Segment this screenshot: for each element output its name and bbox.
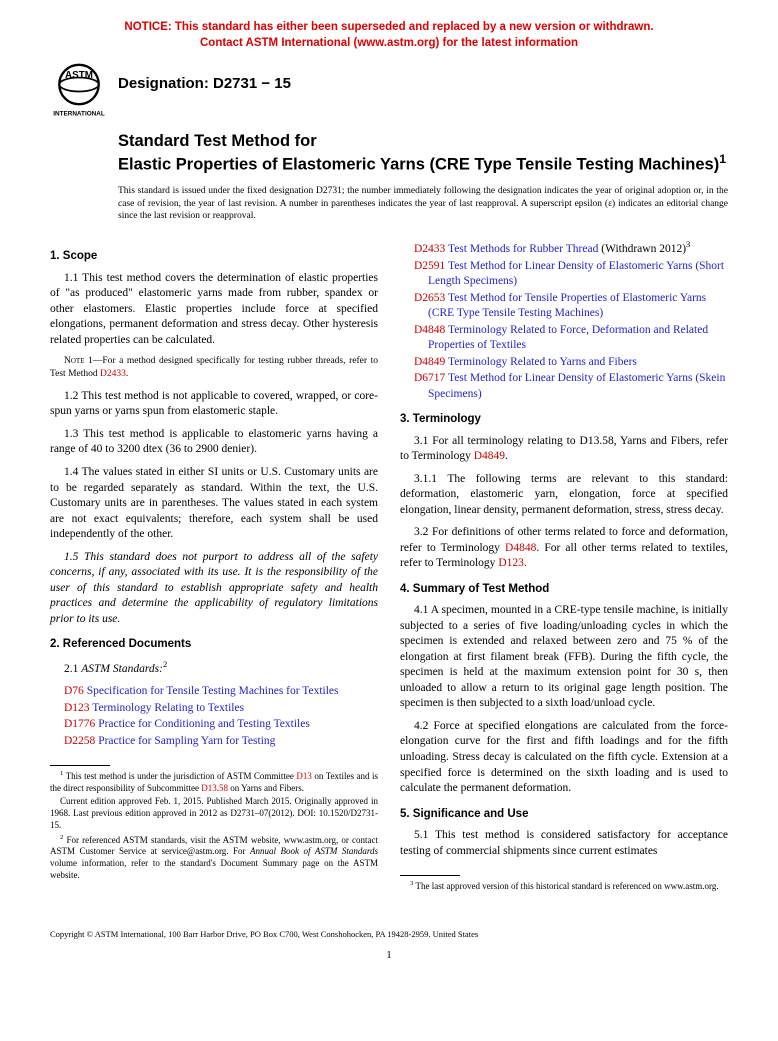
title-prefix: Standard Test Method for — [118, 131, 728, 152]
footnote-rule — [50, 765, 110, 766]
para-3-1-1: 3.1.1 The following terms are relevant t… — [400, 472, 728, 519]
ref-item: D123 Terminology Relating to Textiles — [64, 701, 378, 717]
note-1: Note 1—For a method designed specificall… — [50, 355, 378, 381]
para-1-2: 1.2 This test method is not applicable t… — [50, 389, 378, 420]
footnote-3: 3 The last approved version of this hist… — [400, 880, 728, 893]
refdocs-heading: 2. Referenced Documents — [50, 637, 378, 653]
para-3-1: 3.1 For all terminology relating to D13.… — [400, 434, 728, 465]
ref-item: D2591 Test Method for Linear Density of … — [414, 259, 728, 290]
page-number: 1 — [50, 949, 728, 961]
notice-banner: NOTICE: This standard has either been su… — [50, 20, 728, 51]
column-left: 1. Scope 1.1 This test method covers the… — [50, 239, 378, 895]
para-4-1: 4.1 A specimen, mounted in a CRE-type te… — [400, 603, 728, 712]
para-2-1: 2.1 ASTM Standards:2 — [50, 659, 378, 677]
header-row: ASTM INTERNATIONAL Designation: D2731 − … — [50, 59, 728, 117]
footnote-2: 2 For referenced ASTM standards, visit t… — [50, 834, 378, 882]
astm-logo: ASTM INTERNATIONAL — [50, 59, 108, 117]
logo-bottom-text: INTERNATIONAL — [53, 110, 105, 117]
footnote-1b: Current edition approved Feb. 1, 2015. P… — [50, 796, 378, 831]
two-column-body: 1. Scope 1.1 This test method covers the… — [50, 239, 728, 895]
notice-line1: NOTICE: This standard has either been su… — [124, 21, 653, 33]
para-4-2: 4.2 Force at specified elongations are c… — [400, 719, 728, 797]
designation: Designation: D2731 − 15 — [118, 75, 291, 92]
summary-heading: 4. Summary of Test Method — [400, 582, 728, 598]
ref-item: D1776 Practice for Conditioning and Test… — [64, 717, 378, 733]
footnote-rule-right — [400, 875, 460, 876]
para-1-4: 1.4 The values stated in either SI units… — [50, 465, 378, 543]
issue-note: This standard is issued under the fixed … — [118, 185, 728, 223]
ref-item: D2653 Test Method for Tensile Properties… — [414, 291, 728, 322]
para-3-2: 3.2 For definitions of other terms relat… — [400, 525, 728, 572]
scope-heading: 1. Scope — [50, 249, 378, 265]
ref-item: D2433 Test Methods for Rubber Thread (Wi… — [414, 239, 728, 257]
para-1-3: 1.3 This test method is applicable to el… — [50, 427, 378, 458]
ref-item: D4848 Terminology Related to Force, Defo… — [414, 323, 728, 354]
column-right: D2433 Test Methods for Rubber Thread (Wi… — [400, 239, 728, 895]
title-main: Elastic Properties of Elastomeric Yarns … — [118, 152, 728, 175]
copyright-line: Copyright © ASTM International, 100 Barr… — [50, 929, 728, 939]
logo-top-text: ASTM — [65, 70, 93, 81]
para-5-1: 5.1 This test method is considered satis… — [400, 828, 728, 859]
ref-item: D6717 Test Method for Linear Density of … — [414, 371, 728, 402]
para-1-5: 1.5 This standard does not purport to ad… — [50, 550, 378, 628]
ref-item: D76 Specification for Tensile Testing Ma… — [64, 684, 378, 700]
notice-line2: Contact ASTM International (www.astm.org… — [200, 37, 578, 49]
para-1-1: 1.1 This test method covers the determin… — [50, 271, 378, 349]
significance-heading: 5. Significance and Use — [400, 807, 728, 823]
ref-item: D4849 Terminology Related to Yarns and F… — [414, 355, 728, 371]
title-block: Standard Test Method for Elastic Propert… — [118, 131, 728, 175]
footnote-1: 1 This test method is under the jurisdic… — [50, 770, 378, 794]
document-page: NOTICE: This standard has either been su… — [0, 0, 778, 991]
ref-item: D2258 Practice for Sampling Yarn for Tes… — [64, 734, 378, 750]
terminology-heading: 3. Terminology — [400, 412, 728, 428]
